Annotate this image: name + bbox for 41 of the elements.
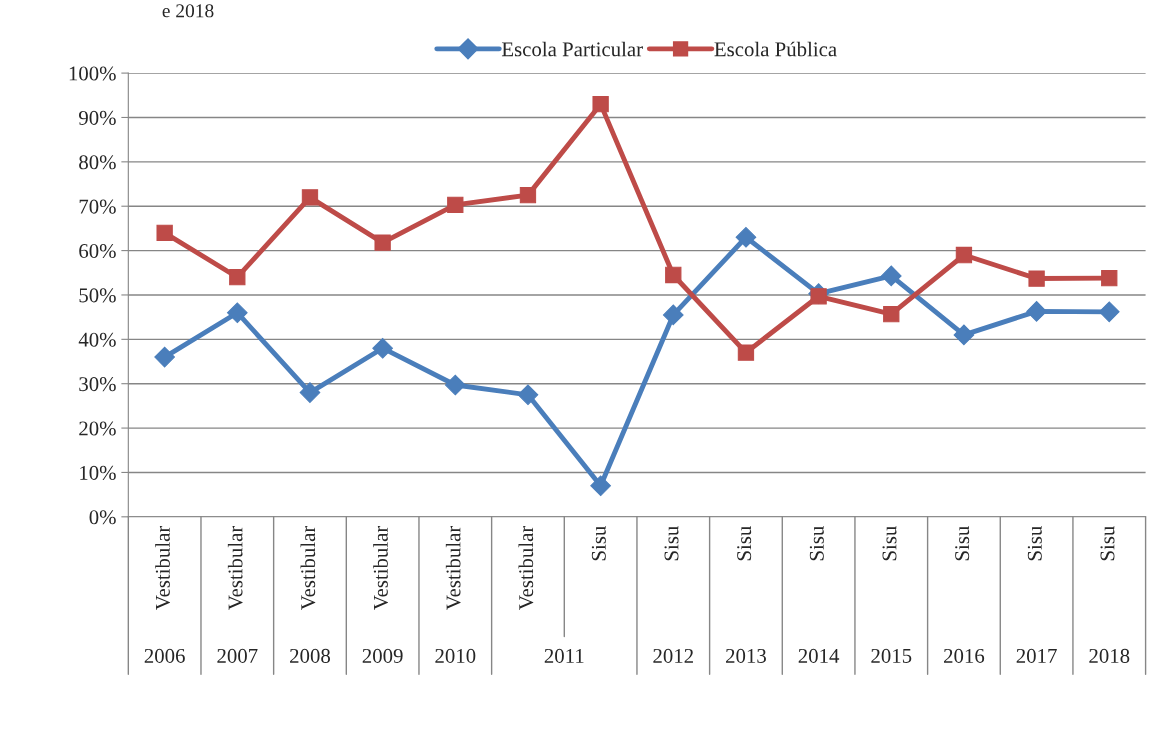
text: 2011: [544, 648, 584, 663]
y-tick-label: 20%: [79, 421, 116, 436]
y-tick-label: 90%: [78, 110, 116, 125]
text: 2013: [726, 648, 766, 663]
x-tick-label: Sisu: [809, 526, 824, 561]
x-tick-label: Vestibular: [300, 525, 316, 610]
x-tick-label: Vestibular: [227, 525, 243, 610]
x-tick-label: Sisu: [955, 526, 970, 561]
x-tick-label: Sisu: [737, 526, 752, 561]
y-tick-label: 50%: [79, 288, 116, 303]
text: 2015: [871, 648, 912, 663]
y-tick-label: 60%: [79, 243, 116, 259]
legend-label: Escola Pública: [714, 41, 837, 57]
text: 2009: [362, 648, 403, 663]
x-tick-label: Sisu: [1100, 526, 1115, 561]
y-tick-label: 30%: [79, 377, 116, 392]
y-tick-label: 70%: [79, 199, 116, 214]
x-tick-label: Sisu: [664, 526, 679, 561]
x-tick-label: Vestibular: [518, 525, 534, 610]
y-tick-label: 80%: [79, 155, 116, 170]
x-tick-label: Vestibular: [373, 525, 388, 610]
y-tick-label: 0%: [89, 510, 116, 525]
x-tick-label: Vestibular: [445, 525, 461, 610]
text: 2012: [653, 648, 693, 663]
chart-title: e 2018: [162, 4, 214, 18]
x-tick-label: Vestibular: [155, 525, 170, 610]
text: 2008: [290, 648, 331, 663]
text: 2017: [1016, 648, 1057, 663]
y-tick-label: 100%: [69, 66, 116, 81]
text: 2010: [435, 648, 476, 663]
text: 2006: [144, 648, 185, 663]
text: 2018: [1089, 648, 1130, 663]
y-tick-label: 40%: [78, 332, 116, 347]
x-tick-label: Sisu: [882, 526, 897, 561]
y-tick-label: 10%: [80, 465, 116, 480]
x-tick-label: Sisu: [1027, 526, 1042, 561]
x-tick-label: Sisu: [591, 526, 606, 561]
text: 2014: [798, 648, 840, 663]
legend-label: Escola Particular: [501, 41, 643, 57]
text: 2016: [944, 648, 985, 663]
text: 2007: [217, 648, 258, 663]
